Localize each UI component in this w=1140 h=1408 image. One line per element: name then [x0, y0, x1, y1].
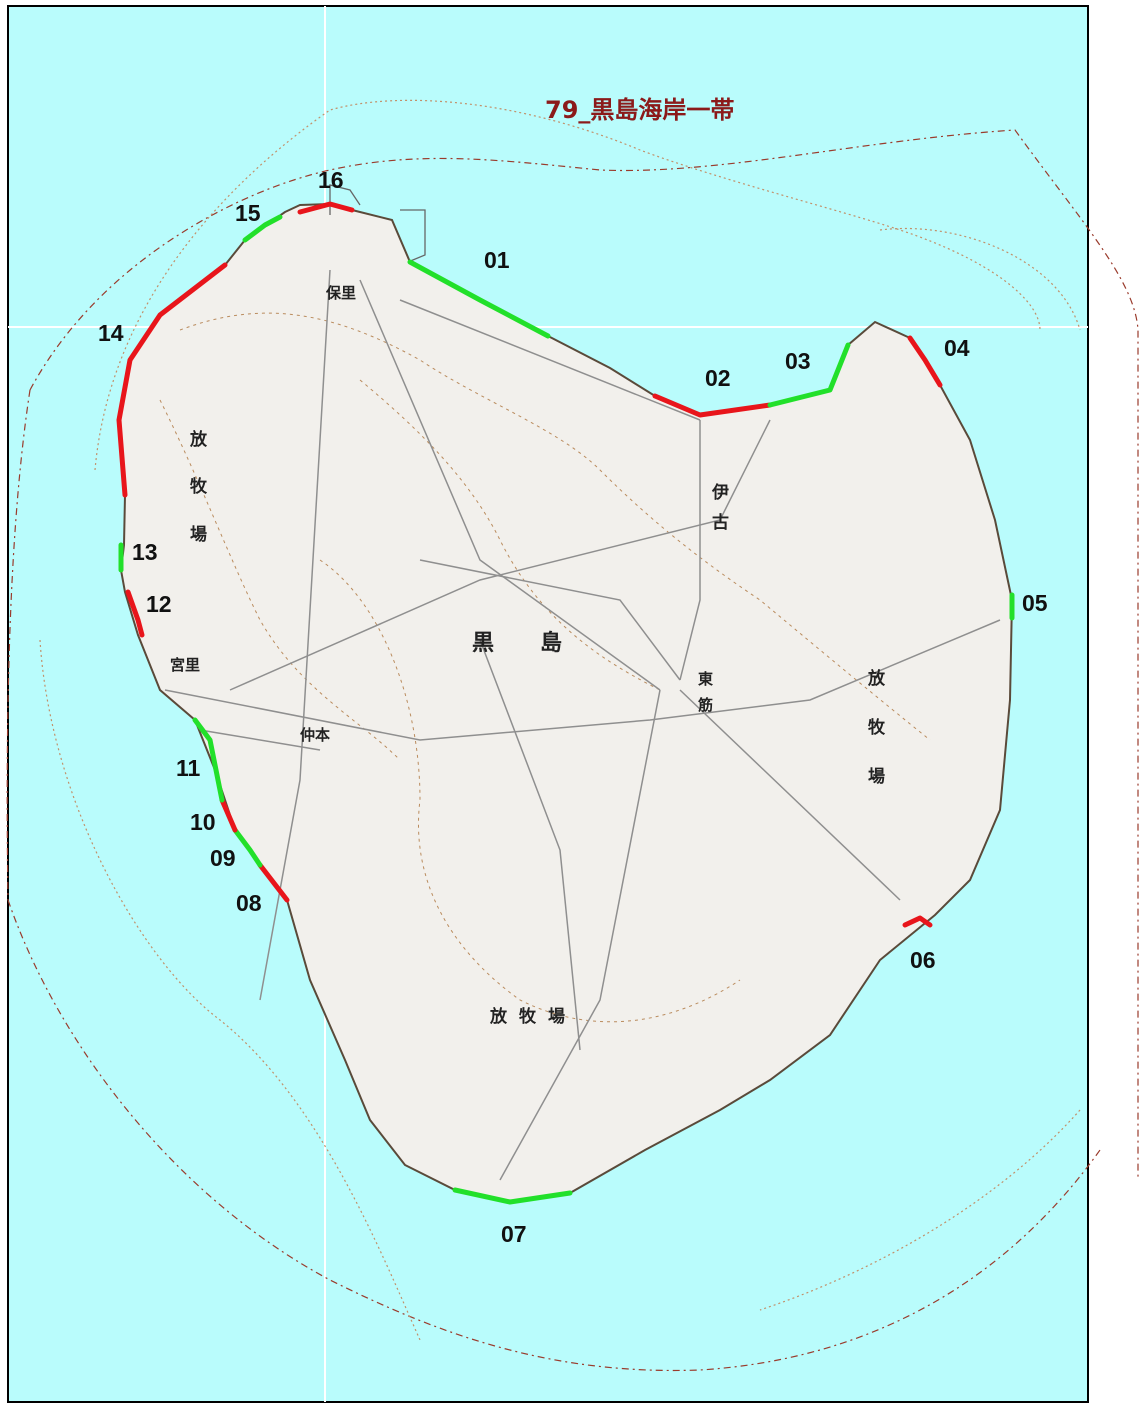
land-contour-2: [319, 559, 741, 1023]
place-label-ishiko-1: 伊: [711, 482, 729, 503]
segment-label-12: 12: [146, 591, 172, 617]
coast-segment-01[interactable]: [407, 259, 551, 339]
park-boundary: [6, 129, 1139, 1372]
coastline-segments: [116, 201, 1015, 1205]
pasture-east-1: 放: [867, 668, 886, 689]
place-label-hogasato: 保里: [325, 284, 356, 302]
place-label-ishiko-2: 古: [712, 512, 729, 533]
island-name-2: 島: [540, 630, 562, 656]
place-label-nakamoto: 仲本: [300, 726, 330, 744]
coast-segment-11[interactable]: [192, 717, 225, 803]
segment-label-03: 03: [785, 348, 811, 374]
place-label-azuma-2: 筋: [697, 696, 713, 714]
segment-label-08: 08: [236, 890, 262, 916]
reef-contour: [39, 99, 1081, 1341]
segment-label-01: 01: [484, 247, 510, 273]
segment-label-14: 14: [98, 320, 124, 346]
segment-label-09: 09: [210, 845, 236, 871]
coast-segment-09[interactable]: [232, 827, 263, 868]
segment-label-11: 11: [176, 755, 201, 781]
segment-label-06: 06: [910, 947, 936, 973]
coast-segment-02[interactable]: [652, 393, 773, 418]
coast-segment-03[interactable]: [767, 342, 851, 408]
coast-segment-16[interactable]: [297, 201, 355, 215]
coast-segment-08[interactable]: [257, 862, 290, 903]
pasture-south: 放牧場: [489, 1006, 577, 1027]
harbor-structure: [329, 184, 426, 263]
pasture-east-2: 牧: [868, 717, 886, 738]
place-label-azuma-1: 東: [698, 670, 713, 688]
place-label-miyasato: 宮里: [170, 656, 200, 674]
segment-label-15: 15: [235, 200, 261, 226]
segment-label-07: 07: [501, 1221, 527, 1247]
pasture-west-2: 牧: [190, 476, 208, 497]
coast-segment-04[interactable]: [907, 335, 943, 388]
coast-segment-10[interactable]: [219, 797, 238, 833]
segment-label-10: 10: [190, 809, 216, 835]
coast-segment-06[interactable]: [902, 915, 933, 928]
coast-segment-07[interactable]: [452, 1187, 573, 1205]
island-name-1: 黒: [472, 631, 494, 656]
segment-label-02: 02: [705, 365, 731, 391]
pasture-west-3: 場: [190, 525, 207, 545]
coast-segment-14[interactable]: [116, 262, 228, 498]
coast-segment-12[interactable]: [125, 589, 145, 638]
land-contour-1: [179, 312, 931, 741]
island-land: [117, 202, 1014, 1204]
segment-label-13: 13: [132, 539, 158, 565]
land-contour-4: [159, 399, 401, 761]
coast-segment-15[interactable]: [242, 214, 283, 243]
map-title: 79_黒島海岸一帯: [545, 96, 734, 124]
segment-label-16: 16: [318, 167, 344, 193]
segment-label-05: 05: [1022, 590, 1048, 616]
segment-label-04: 04: [944, 335, 970, 361]
roads: [164, 269, 1001, 1181]
map-border: [7, 5, 1089, 1403]
pasture-east-3: 場: [868, 767, 885, 787]
pasture-west-1: 放: [189, 429, 208, 450]
